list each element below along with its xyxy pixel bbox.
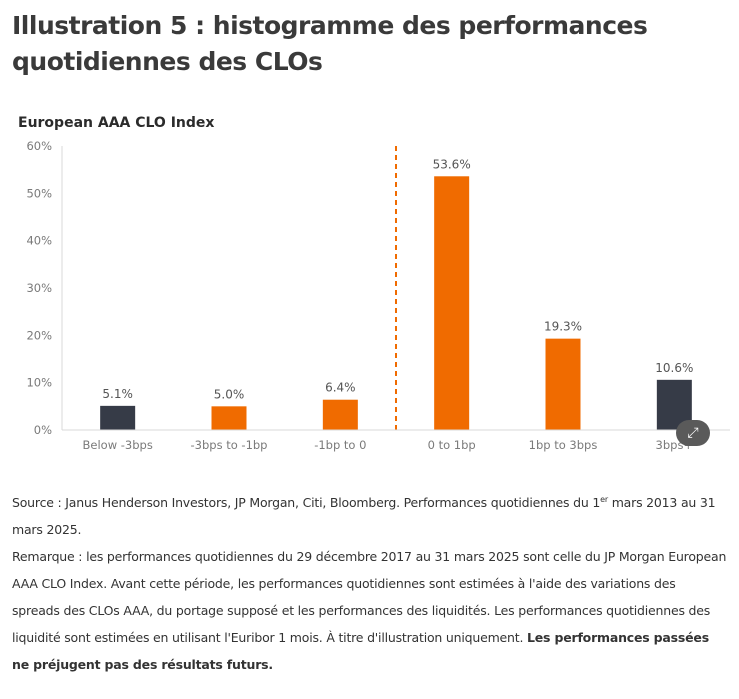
expand-chart-button[interactable]: ⤢: [676, 420, 710, 446]
bar: [100, 405, 136, 430]
disclaimer-text: Les performances passées ne préjugent pa…: [12, 630, 709, 673]
page-title: Illustration 5 : histogramme des perform…: [12, 8, 712, 80]
remark-text: Remarque : les performances quotidiennes…: [12, 549, 727, 646]
data-label: 19.3%: [544, 320, 582, 334]
source-text-start: Source : Janus Henderson Investors, JP M…: [12, 495, 601, 511]
data-label: 6.4%: [325, 381, 356, 395]
source-text-end: mars 2013 au 31 mars 2025.: [12, 495, 716, 538]
expand-icon: ⤢: [687, 425, 699, 441]
bar: [545, 338, 581, 430]
x-tick-label: -1bp to 0: [314, 438, 366, 452]
bar: [322, 399, 358, 430]
y-tick-label: 50%: [26, 186, 52, 200]
chart-notes: Source : Janus Henderson Investors, JP M…: [12, 486, 727, 678]
x-axis: Below -3bps -3bps to -1bp -1bp to 0 0 to 1b…: [62, 429, 730, 452]
data-label: 5.0%: [214, 387, 245, 401]
source-note: Source : Janus Henderson Investors, JP M…: [12, 486, 727, 543]
y-tick-label: 30%: [26, 281, 52, 295]
bar: [434, 176, 470, 430]
y-tick-label: 40%: [26, 234, 52, 248]
y-tick-label: 20%: [26, 328, 52, 342]
bars: [100, 176, 692, 430]
y-tick-label: 60%: [26, 139, 52, 153]
y-axis: 0% 10% 20% 30% 40% 50% 60%: [26, 139, 63, 437]
page-title-line-2: quotidiennes des CLOs: [12, 47, 323, 76]
histogram-chart: European AAA CLO Index 0% 10% 20% 30% 40% 50%…: [18, 115, 730, 452]
page-title-line-1: Illustration 5 : histogramme des perform…: [12, 11, 648, 40]
data-label: 10.6%: [655, 361, 693, 375]
y-tick-label: 0%: [34, 423, 52, 437]
x-tick-label: -3bps to -1bp: [191, 438, 268, 452]
x-tick-label: 1bp to 3bps: [529, 438, 598, 452]
remark-note: Remarque : les performances quotidiennes…: [12, 543, 727, 678]
x-tick-label: Below -3bps: [83, 438, 153, 452]
value-labels: 5.1% 5.0% 6.4% 53.6% 19.3% 10.6%: [102, 157, 693, 401]
x-tick-label: 0 to 1bp: [428, 438, 476, 452]
y-tick-label: 10%: [26, 376, 52, 390]
data-label: 5.1%: [102, 387, 133, 401]
chart-title: European AAA CLO Index: [18, 115, 214, 131]
source-superscript: er: [600, 495, 608, 504]
data-label: 53.6%: [433, 157, 471, 171]
bar: [211, 406, 247, 430]
